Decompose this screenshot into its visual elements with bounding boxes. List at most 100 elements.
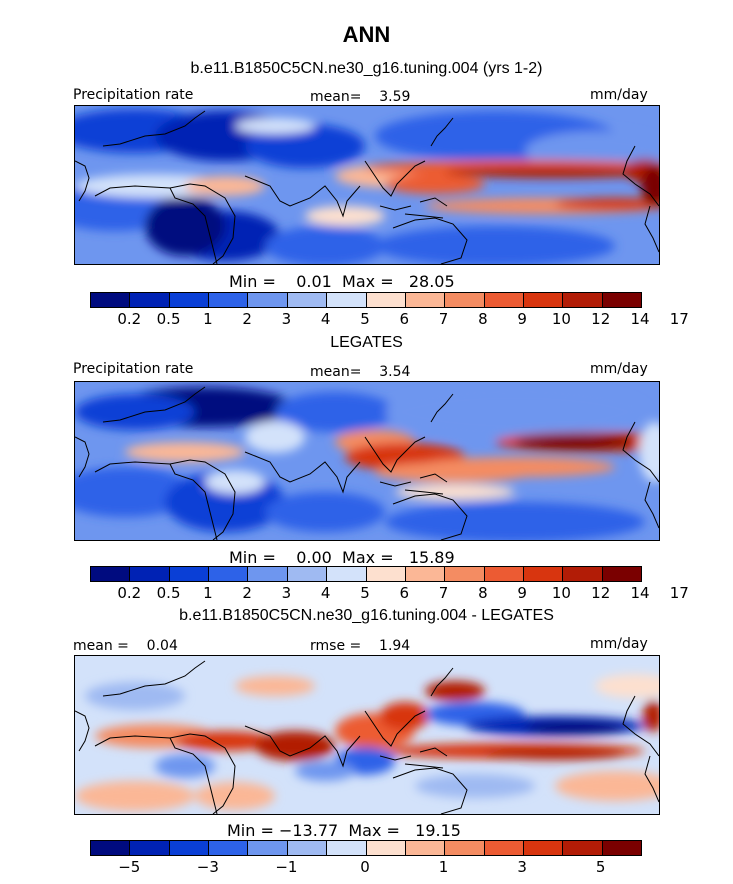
colorbar-swatch bbox=[91, 293, 131, 307]
colorbar-swatch bbox=[523, 841, 564, 855]
colorbar-tick-label: 0.2 bbox=[117, 584, 142, 602]
colorbar-tick-label: 7 bbox=[438, 584, 449, 602]
panel-1-units-label: mm/day bbox=[590, 87, 648, 103]
colorbar-swatch bbox=[327, 841, 367, 855]
panel-3-mean-label: mean = 0.04 bbox=[73, 638, 178, 654]
panel-2-minmax: Min = 0.00 Max = 15.89 bbox=[229, 548, 455, 567]
colorbar-swatch bbox=[209, 567, 249, 581]
colorbar-swatch bbox=[287, 293, 328, 307]
colorbar-swatch bbox=[327, 293, 367, 307]
colorbar-tick-label: 0.2 bbox=[117, 310, 142, 328]
colorbar-swatch bbox=[563, 293, 603, 307]
colorbar-swatch bbox=[523, 567, 564, 581]
figure-title: ANN bbox=[342, 22, 391, 47]
colorbar-tick-label: 12 bbox=[591, 584, 611, 602]
colorbar-tick-label: 17 bbox=[669, 584, 689, 602]
panel-2-colorbar bbox=[90, 566, 642, 582]
colorbar-swatch bbox=[169, 841, 210, 855]
colorbar-tick-label: 17 bbox=[669, 310, 689, 328]
colorbar-tick-label: 3 bbox=[281, 584, 292, 602]
colorbar-swatch bbox=[209, 293, 249, 307]
colorbar-swatch bbox=[169, 293, 210, 307]
colorbar-tick-label: −3 bbox=[196, 858, 219, 876]
colorbar-tick-label: 6 bbox=[399, 584, 410, 602]
panel-3-minmax: Min = −13.77 Max = 19.15 bbox=[227, 821, 461, 840]
colorbar-swatch bbox=[130, 841, 170, 855]
colorbar-swatch bbox=[484, 841, 524, 855]
colorbar-tick-label: 10 bbox=[551, 584, 571, 602]
colorbar-swatch bbox=[366, 567, 406, 581]
colorbar-swatch bbox=[287, 567, 328, 581]
colorbar-tick-label: 12 bbox=[591, 310, 611, 328]
colorbar-tick-label: 0.5 bbox=[156, 310, 181, 328]
colorbar-swatch bbox=[602, 841, 642, 855]
colorbar-swatch bbox=[563, 841, 603, 855]
colorbar-swatch bbox=[405, 841, 446, 855]
panel-2-mean-label: mean= 3.54 bbox=[310, 364, 411, 380]
colorbar-tick-label: 1 bbox=[203, 310, 213, 328]
colorbar-swatch bbox=[130, 293, 170, 307]
colorbar-swatch bbox=[523, 293, 564, 307]
colorbar-swatch bbox=[445, 841, 485, 855]
colorbar-swatch bbox=[366, 293, 406, 307]
panel-1-minmax: Min = 0.01 Max = 28.05 bbox=[229, 272, 455, 291]
panel-2-units-label: mm/day bbox=[590, 361, 648, 377]
panel-1-title: b.e11.B1850C5CN.ne30_g16.tuning.004 (yrs… bbox=[190, 60, 543, 77]
panel-3-difference-map bbox=[74, 655, 660, 815]
panel-1-mean-label: mean= 3.59 bbox=[310, 89, 411, 105]
colorbar-swatch bbox=[248, 841, 288, 855]
colorbar-swatch bbox=[91, 841, 131, 855]
colorbar-tick-label: 8 bbox=[478, 584, 488, 602]
colorbar-tick-label: 0.5 bbox=[156, 584, 181, 602]
colorbar-swatch bbox=[445, 293, 485, 307]
colorbar-swatch bbox=[91, 567, 131, 581]
panel-2-colorbar-ticks: 0.2 0.5 1 2 3 4 5 6 7 8 9 10 12 14 17 bbox=[90, 584, 688, 602]
colorbar-swatch bbox=[445, 567, 485, 581]
colorbar-swatch bbox=[602, 293, 642, 307]
panel-2-title: LEGATES bbox=[330, 334, 403, 351]
panel-3-rmse-label: rmse = 1.94 bbox=[310, 638, 411, 654]
panel-3-colorbar bbox=[90, 840, 642, 856]
colorbar-tick-label: 2 bbox=[242, 310, 252, 328]
colorbar-tick-label: 4 bbox=[320, 310, 331, 328]
colorbar-swatch bbox=[484, 293, 524, 307]
colorbar-swatch bbox=[248, 567, 288, 581]
colorbar-tick-label: 14 bbox=[630, 310, 650, 328]
panel-3-title: b.e11.B1850C5CN.ne30_g16.tuning.004 - LE… bbox=[179, 607, 554, 624]
panel-1-precip-map bbox=[74, 105, 660, 265]
colorbar-swatch bbox=[287, 841, 328, 855]
colorbar-swatch bbox=[366, 841, 406, 855]
colorbar-tick-label: 7 bbox=[438, 310, 449, 328]
colorbar-tick-label: 2 bbox=[242, 584, 252, 602]
colorbar-swatch bbox=[209, 841, 249, 855]
colorbar-tick-label: 5 bbox=[360, 584, 370, 602]
colorbar-tick-label: 10 bbox=[551, 310, 571, 328]
colorbar-swatch bbox=[484, 567, 524, 581]
colorbar-tick-label: 3 bbox=[517, 858, 527, 876]
colorbar-swatch bbox=[602, 567, 642, 581]
colorbar-swatch bbox=[405, 567, 446, 581]
colorbar-tick-label: 4 bbox=[320, 584, 331, 602]
colorbar-tick-label: 1 bbox=[203, 584, 213, 602]
panel-3-units-label: mm/day bbox=[590, 636, 648, 652]
panel-1-variable-label: Precipitation rate bbox=[73, 87, 194, 103]
colorbar-swatch bbox=[405, 293, 446, 307]
panel-1-colorbar-ticks: 0.2 0.5 1 2 3 4 5 6 7 8 9 10 12 14 17 bbox=[90, 310, 688, 328]
colorbar-swatch bbox=[327, 567, 367, 581]
colorbar-tick-label: 9 bbox=[517, 310, 527, 328]
colorbar-tick-label: 3 bbox=[281, 310, 292, 328]
colorbar-tick-label: 14 bbox=[630, 584, 650, 602]
colorbar-tick-label: −1 bbox=[275, 858, 298, 876]
panel-1-colorbar bbox=[90, 292, 642, 308]
colorbar-tick-label: 0 bbox=[360, 858, 370, 876]
colorbar-tick-label: 5 bbox=[360, 310, 370, 328]
colorbar-swatch bbox=[563, 567, 603, 581]
panel-2-variable-label: Precipitation rate bbox=[73, 361, 194, 377]
colorbar-tick-label: −5 bbox=[118, 858, 141, 876]
panel-3-colorbar-ticks: −5 −3 −1 0 1 3 5 bbox=[90, 858, 640, 876]
colorbar-tick-label: 9 bbox=[517, 584, 527, 602]
colorbar-tick-label: 8 bbox=[478, 310, 488, 328]
colorbar-tick-label: 6 bbox=[399, 310, 410, 328]
colorbar-swatch bbox=[248, 293, 288, 307]
colorbar-tick-label: 5 bbox=[595, 858, 606, 876]
